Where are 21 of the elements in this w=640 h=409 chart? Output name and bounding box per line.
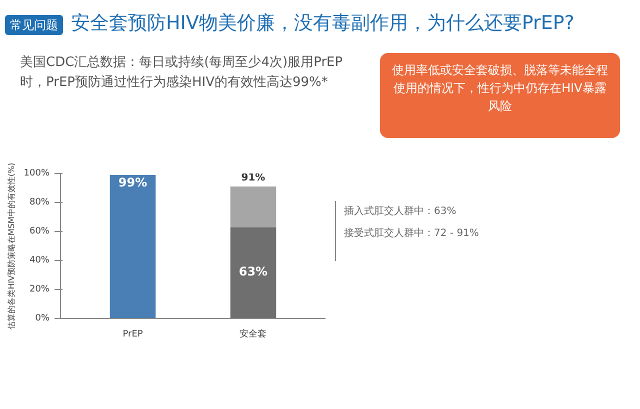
y-tick-label: 40%	[29, 256, 50, 266]
bar	[230, 186, 276, 228]
x-tick-label: PrEP	[122, 330, 144, 340]
y-tick-label: 20%	[29, 284, 50, 294]
y-tick-label: 60%	[29, 226, 50, 236]
bar	[110, 174, 156, 318]
text: 插入式肛交人群中：63%	[344, 206, 456, 217]
bar	[230, 227, 276, 318]
total-label: 91%	[241, 172, 266, 184]
text: 使用率低或安全套破损、脱落等未能全程使用的情况下，性行为中仍存在HIV暴露风险	[391, 62, 609, 115]
y-tick-label: 100%	[24, 168, 50, 178]
x-tick-label: 安全套	[240, 328, 267, 340]
text: 常见问题	[5, 15, 63, 36]
data-label: 63%	[238, 264, 268, 279]
chart-title: 安全套预防HIV物美价廉，没有毒副作用，为什么还要PrEP?	[71, 12, 574, 34]
text: 接受式肛交人群中：72 - 91%	[344, 228, 479, 239]
data-label: 99%	[118, 175, 148, 190]
text: 美国CDC汇总数据：每日或持续(每周至少4次)服用PrEP时，PrEP预防通过性行为感染HIV的有效性高达99%*	[20, 54, 344, 92]
y-tick-label: 0%	[35, 314, 50, 324]
y-axis-title: 估算的各类HIV预防策略在MSM中的有效性(%)	[6, 162, 16, 330]
y-tick-label: 80%	[29, 198, 50, 208]
